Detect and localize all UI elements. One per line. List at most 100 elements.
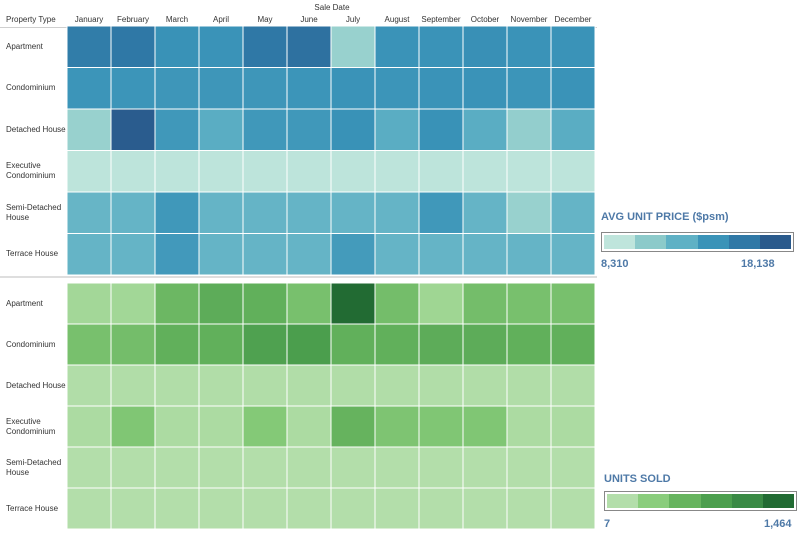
month-header: January <box>74 15 104 24</box>
legend-swatch <box>669 494 701 508</box>
units-cell <box>154 405 200 448</box>
units-cell <box>374 364 420 407</box>
units-cell <box>286 364 332 407</box>
price-cell <box>66 67 112 110</box>
units-row-label: Condominium <box>6 340 66 350</box>
price-cell <box>506 67 552 110</box>
units-cell <box>374 323 420 366</box>
price-cell <box>550 233 596 276</box>
price-cell <box>286 191 332 234</box>
x-axis-title: Sale Date <box>314 3 350 12</box>
units-cell <box>110 405 156 448</box>
price-cell <box>506 150 552 193</box>
price-cell <box>286 150 332 193</box>
price-cell <box>418 25 464 68</box>
units-cell <box>110 364 156 407</box>
price-cell <box>462 233 508 276</box>
units-cell <box>242 446 288 489</box>
price-cell <box>374 67 420 110</box>
row-label-line2: House <box>6 467 30 477</box>
units-cell <box>242 364 288 407</box>
row-label-line2: House <box>6 212 30 222</box>
price-cell <box>242 67 288 110</box>
row-label-line1: Detached House <box>6 124 66 134</box>
row-label-line1: Terrace House <box>6 503 59 513</box>
units-cell <box>330 405 376 448</box>
price-cell <box>110 108 156 151</box>
price-cell <box>66 191 112 234</box>
row-label-line1: Condominium <box>6 339 56 349</box>
month-header: September <box>421 15 461 24</box>
price-cell <box>330 191 376 234</box>
price-cell <box>506 191 552 234</box>
price-cell <box>110 191 156 234</box>
units-cell <box>506 282 552 325</box>
units-cell <box>286 446 332 489</box>
units-cell <box>330 323 376 366</box>
row-field-header: Property Type <box>6 15 56 24</box>
units-row-label: Terrace House <box>6 504 66 514</box>
units-cell <box>418 364 464 407</box>
price-cell <box>550 150 596 193</box>
units-cell <box>550 487 596 530</box>
units-cell <box>242 282 288 325</box>
price-cell <box>462 67 508 110</box>
units-cell <box>550 282 596 325</box>
units-cell <box>462 364 508 407</box>
price-cell <box>198 25 244 68</box>
units-legend-max: 1,464 <box>764 518 792 530</box>
month-header: December <box>554 15 592 24</box>
price-cell <box>66 25 112 68</box>
legend-swatch <box>638 494 670 508</box>
units-cell <box>506 405 552 448</box>
units-cell <box>374 405 420 448</box>
price-cell <box>330 67 376 110</box>
units-cell <box>242 405 288 448</box>
units-cell <box>66 405 112 448</box>
units-cell <box>198 282 244 325</box>
units-cell <box>110 446 156 489</box>
price-cell <box>286 25 332 68</box>
units-cell <box>550 364 596 407</box>
units-cell <box>154 487 200 530</box>
row-label-line2: Condominium <box>6 171 56 181</box>
price-row-label: Executive Condominium <box>6 161 66 181</box>
units-cell <box>506 323 552 366</box>
price-cell <box>154 191 200 234</box>
legend-swatch <box>604 235 636 249</box>
price-cell <box>462 108 508 151</box>
month-header: May <box>257 15 273 24</box>
price-cell <box>418 67 464 110</box>
units-cell <box>198 364 244 407</box>
price-legend-max: 18,138 <box>741 258 775 270</box>
month-header: March <box>165 15 189 24</box>
units-cell <box>418 487 464 530</box>
units-cell <box>66 323 112 366</box>
price-cell <box>154 233 200 276</box>
price-row-label: Semi-Detached House <box>6 203 66 223</box>
units-row-label: Executive Condominium <box>6 417 66 437</box>
row-label-line1: Semi-Detached <box>6 202 62 212</box>
price-cell <box>506 108 552 151</box>
price-cell <box>374 25 420 68</box>
units-cell <box>154 446 200 489</box>
units-cell <box>418 282 464 325</box>
units-cell <box>330 364 376 407</box>
units-cell <box>286 487 332 530</box>
price-cell <box>330 150 376 193</box>
units-cell <box>110 323 156 366</box>
units-cell <box>374 487 420 530</box>
units-cell <box>374 282 420 325</box>
price-cell <box>242 150 288 193</box>
units-cell <box>242 323 288 366</box>
price-cell <box>198 67 244 110</box>
units-cell <box>154 282 200 325</box>
price-cell <box>462 191 508 234</box>
legend-swatch <box>762 494 795 508</box>
price-cell <box>418 191 464 234</box>
price-cell <box>154 150 200 193</box>
price-cell <box>66 233 112 276</box>
price-cell <box>242 25 288 68</box>
row-label-line1: Terrace House <box>6 249 59 259</box>
price-cell <box>550 25 596 68</box>
